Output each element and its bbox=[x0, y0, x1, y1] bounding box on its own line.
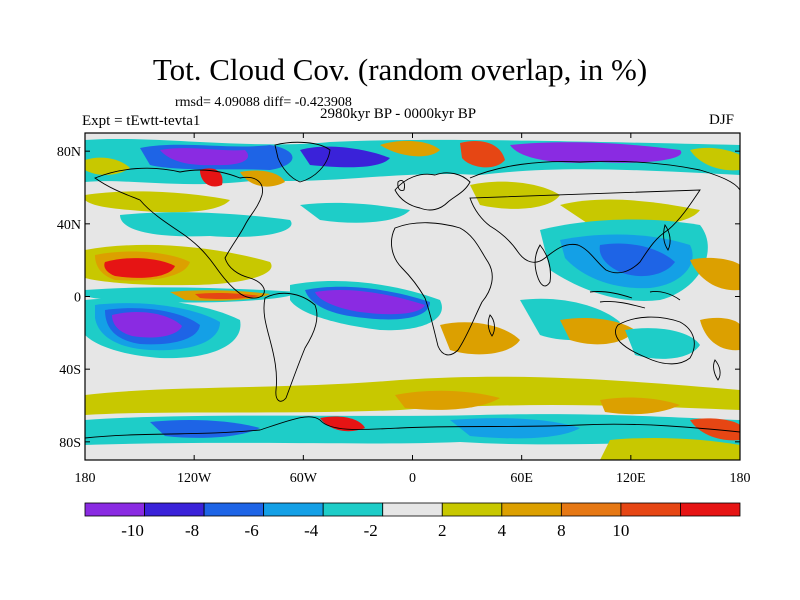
so-orange-2 bbox=[600, 397, 680, 415]
colorbar-label: -4 bbox=[304, 521, 319, 540]
s-pacific-east-orange bbox=[700, 317, 740, 351]
chart-title: Tot. Cloud Cov. (random overlap, in %) bbox=[152, 52, 648, 87]
colorbar-box bbox=[322, 502, 384, 517]
colorbar-label: 4 bbox=[498, 521, 507, 540]
antarctic-blue-2 bbox=[450, 418, 580, 439]
s-indian-orange bbox=[560, 318, 635, 345]
colorbar-box bbox=[382, 502, 443, 517]
colorbar-label: 2 bbox=[438, 521, 447, 540]
lat-tick-label: 40N bbox=[57, 218, 81, 233]
coast-europe bbox=[394, 172, 471, 211]
antarctic-yellow bbox=[600, 437, 740, 460]
antarctic-red-1 bbox=[320, 416, 365, 432]
atlantic-purple bbox=[315, 289, 425, 315]
arctic-red-2 bbox=[200, 168, 223, 187]
axis-ticks: 80N 40N 0 40S 80S 180 120W 60W 0 60E 120E 180 bbox=[57, 133, 751, 486]
nh-atlantic-cyan bbox=[300, 202, 410, 223]
cloud-cover-field bbox=[85, 133, 740, 460]
asia-blue bbox=[599, 243, 675, 277]
arctic-red-1 bbox=[460, 141, 505, 168]
colorbar-box bbox=[144, 502, 205, 517]
colorbar-box bbox=[680, 502, 741, 517]
spacific-purple bbox=[112, 312, 182, 338]
coast-new-zealand bbox=[713, 359, 721, 381]
coastlines bbox=[85, 141, 740, 439]
colorbar-box bbox=[501, 502, 562, 517]
colorbar-label: 8 bbox=[557, 521, 566, 540]
period-line: 2980kyr BP - 0000kyr BP bbox=[320, 106, 477, 122]
colorbar-label: -6 bbox=[245, 521, 259, 540]
arctic-yellow-2 bbox=[690, 147, 740, 171]
season-label: DJF bbox=[709, 112, 735, 128]
experiment-line: Expt = tEwtt-tevta1 bbox=[82, 113, 201, 129]
lon-tick-label: 180 bbox=[730, 471, 751, 486]
nh-asia-yellow bbox=[560, 199, 700, 227]
colorbar-label: -8 bbox=[185, 521, 199, 540]
colorbar-box bbox=[560, 502, 622, 517]
colorbar-box bbox=[84, 502, 145, 517]
lon-tick-label: 60W bbox=[290, 471, 318, 486]
colorbar-box bbox=[441, 502, 503, 517]
coast-india bbox=[534, 244, 551, 287]
lon-tick-label: 180 bbox=[75, 471, 96, 486]
coast-indonesia bbox=[589, 291, 681, 309]
arctic-blue-2 bbox=[300, 146, 390, 168]
antarctic-cyan bbox=[85, 414, 740, 445]
coast-asia bbox=[469, 160, 740, 274]
so-orange-1 bbox=[395, 390, 500, 410]
lon-tick-label: 120W bbox=[177, 471, 212, 486]
coast-north-america bbox=[94, 167, 265, 299]
australia-cyan bbox=[625, 328, 700, 359]
arctic-purple-2 bbox=[510, 142, 682, 163]
colorbar-label: -10 bbox=[121, 521, 144, 540]
arctic-orange-2 bbox=[380, 140, 440, 157]
lon-tick-label: 120E bbox=[616, 471, 646, 486]
coast-british-isles bbox=[397, 179, 405, 191]
lat-tick-label: 80N bbox=[57, 145, 81, 160]
eq-red-strip bbox=[195, 292, 260, 300]
stats-line: rmsd= 4.09088 diff= -0.423908 bbox=[175, 95, 352, 110]
nh-yellow-africa bbox=[470, 181, 560, 209]
lon-tick-label: 60E bbox=[510, 471, 533, 486]
colorbar: -10 -8 -6 -4 -2 2 4 8 10 bbox=[84, 502, 741, 540]
pacific-red bbox=[104, 258, 175, 278]
coast-south-america bbox=[263, 292, 318, 402]
coast-greenland bbox=[274, 141, 331, 183]
arctic-orange-1 bbox=[240, 170, 285, 187]
nh-yellow-band bbox=[85, 191, 230, 213]
coast-australia bbox=[615, 316, 695, 365]
lat-tick-label: 80S bbox=[59, 436, 81, 451]
lat-tick-label: 0 bbox=[74, 291, 81, 306]
coast-antarctica bbox=[85, 416, 740, 439]
coast-japan bbox=[663, 223, 671, 251]
colorbar-box bbox=[263, 502, 324, 517]
colorbar-box bbox=[620, 502, 681, 517]
coast-africa bbox=[391, 222, 493, 356]
arctic-purple-1 bbox=[160, 148, 249, 166]
lat-tick-label: 40S bbox=[59, 363, 81, 378]
lon-tick-label: 0 bbox=[409, 471, 416, 486]
colorbar-label: -2 bbox=[364, 521, 378, 540]
asia-orange bbox=[690, 257, 740, 291]
colorbar-box bbox=[203, 502, 265, 517]
colorbar-label: 10 bbox=[612, 521, 629, 540]
coast-madagascar bbox=[487, 314, 495, 337]
